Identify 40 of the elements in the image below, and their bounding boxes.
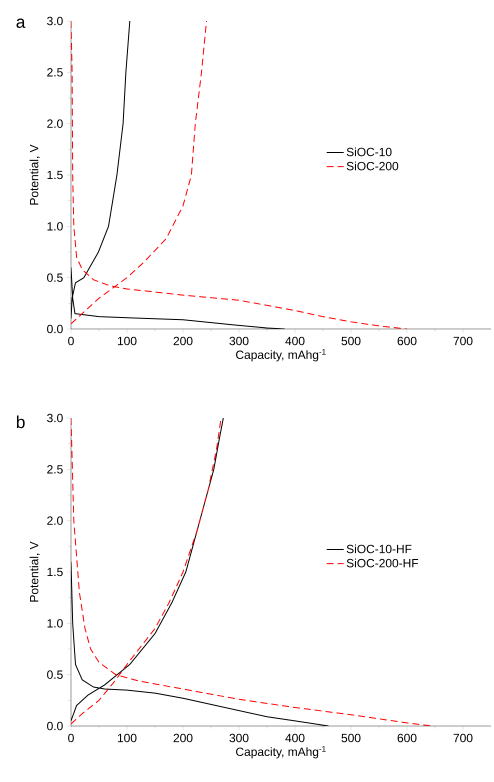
x-tick-label: 0 bbox=[68, 734, 74, 742]
y-tick-label: 0.0 bbox=[47, 722, 63, 730]
x-tick-label: 600 bbox=[398, 734, 417, 742]
y-tick-label: 3.0 bbox=[47, 16, 63, 26]
chart-title: a bbox=[16, 18, 26, 28]
y-tick-label: 1.5 bbox=[48, 568, 63, 576]
x-tick-label: 0 bbox=[68, 336, 74, 346]
x-tick-label: 100 bbox=[118, 336, 137, 346]
y-tick-label: 1.0 bbox=[48, 222, 63, 231]
x-tick-label: 300 bbox=[229, 734, 249, 742]
legend-label: SiOC-200-HF bbox=[346, 558, 418, 568]
y-tick-label: 2.0 bbox=[47, 516, 63, 525]
y-axis-title: Potential, V bbox=[30, 144, 40, 205]
legend-label: SiOC-10-HF bbox=[346, 544, 412, 554]
legend-label: SiOC-200 bbox=[346, 162, 398, 170]
chart-title: b bbox=[16, 416, 25, 428]
x-tick-label: 400 bbox=[285, 336, 305, 346]
x-tick-label: 600 bbox=[398, 336, 417, 346]
legend-label: SiOC-10 bbox=[346, 147, 392, 156]
y-tick-label: 2.5 bbox=[47, 465, 63, 474]
x-tick-label: 700 bbox=[454, 734, 473, 742]
y-tick-label: 0.0 bbox=[47, 324, 63, 334]
x-tick-label: 500 bbox=[342, 734, 361, 742]
y-tick-label: 2.5 bbox=[47, 68, 63, 77]
y-tick-label: 0.5 bbox=[47, 273, 63, 282]
x-tick-label: 100 bbox=[118, 734, 137, 742]
y-tick-label: 2.0 bbox=[47, 119, 63, 128]
x-tick-label: 700 bbox=[454, 336, 473, 346]
x-tick-label: 300 bbox=[229, 336, 249, 346]
y-tick-label: 1.0 bbox=[48, 619, 63, 628]
x-axis-title: Capacity, mAhg$^{-1}$ bbox=[236, 746, 326, 758]
y-tick-label: 3.0 bbox=[47, 414, 63, 422]
x-tick-label: 200 bbox=[174, 734, 193, 742]
y-tick-label: 0.5 bbox=[47, 670, 63, 679]
x-tick-label: 500 bbox=[342, 336, 361, 346]
y-tick-label: 1.5 bbox=[48, 170, 63, 180]
y-axis-title: Potential, V bbox=[30, 541, 40, 602]
x-axis-title: Capacity, mAhg$^{-1}$ bbox=[236, 349, 326, 362]
x-tick-label: 400 bbox=[285, 734, 305, 742]
x-tick-label: 200 bbox=[174, 336, 193, 346]
